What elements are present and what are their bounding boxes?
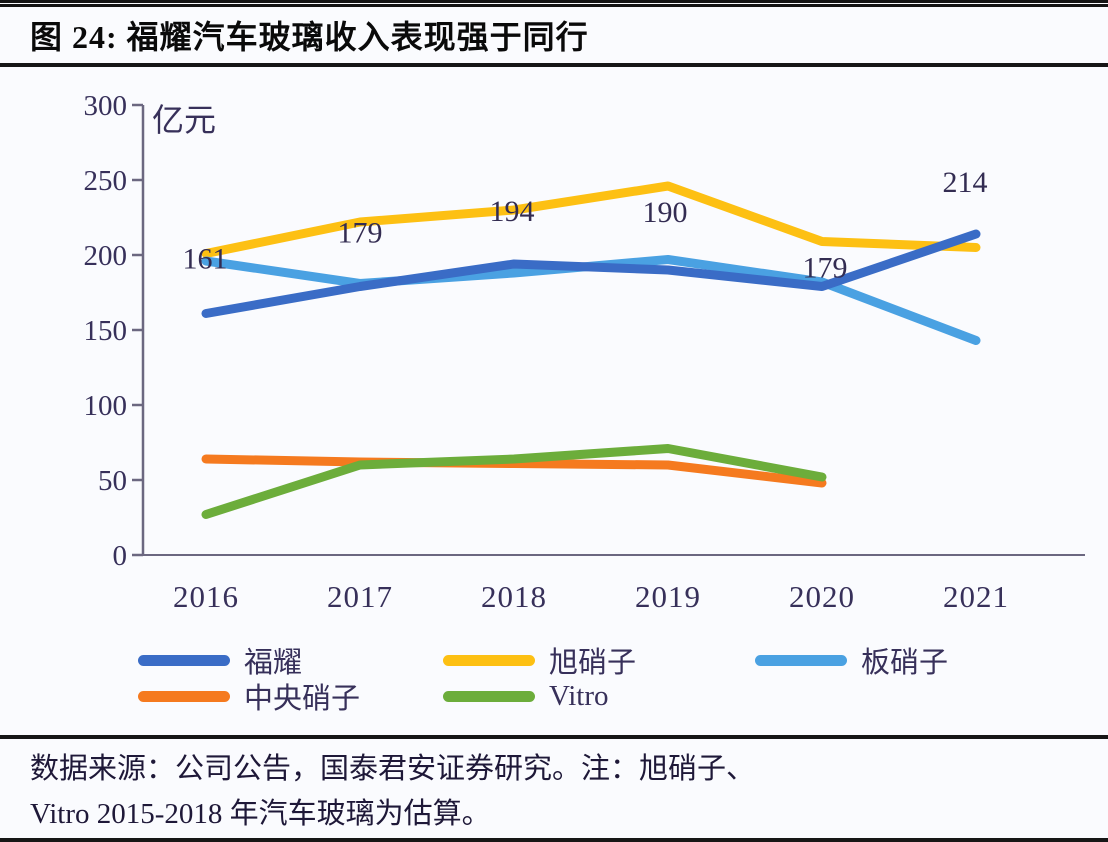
point-label-fuyao: 179: [338, 217, 383, 250]
legend-swatch-nsg: [755, 654, 847, 666]
source-note: 数据来源：公司公告，国泰君安证券研究。注：旭硝子、 Vitro 2015-201…: [0, 739, 1108, 837]
legend-label-nsg: 板硝子: [861, 647, 949, 679]
y-tick-label: 50: [98, 465, 127, 497]
series-line-fuyao: [201, 229, 981, 318]
x-tick-label: 2018: [481, 579, 547, 614]
y-tick-label: 250: [84, 165, 128, 197]
source-note-line2: Vitro 2015-2018 年汽车玻璃为估算。: [30, 798, 491, 830]
y-tick-label: 0: [113, 540, 128, 572]
bottom-rule: [0, 838, 1108, 842]
title-bottom-rule: [0, 63, 1108, 67]
y-unit-label: 亿元: [152, 102, 216, 138]
point-label-fuyao: 194: [490, 195, 535, 228]
series-line-vitro: [201, 444, 827, 519]
legend-swatch-asahi: [443, 654, 535, 666]
y-tick-label: 200: [84, 240, 128, 272]
figure-title: 图 24: 福耀汽车玻璃收入表现强于同行: [30, 19, 589, 55]
legend-label-fuyao: 福耀: [244, 647, 303, 679]
chart-legend: 福耀 旭硝子 板硝子中央硝子 Vitro: [0, 643, 1108, 735]
legend-label-asahi: 旭硝子: [549, 647, 637, 679]
source-note-line1: 数据来源：公司公告，国泰君安证券研究。注：旭硝子、: [30, 753, 756, 785]
legend-swatch-central: [138, 690, 230, 702]
point-label-fuyao: 161: [183, 243, 228, 276]
x-tick-label: 2020: [789, 579, 855, 614]
legend-item-fuyao: 福耀: [138, 644, 302, 679]
x-tick-label: 2017: [327, 579, 393, 614]
x-tick-label: 2019: [635, 579, 701, 614]
legend-label-central: 中央硝子: [244, 683, 361, 715]
point-label-fuyao: 214: [943, 166, 988, 199]
legend-item-vitro: Vitro: [443, 680, 608, 712]
chart-area: 0 50 100 150 200 250 300 2016 2017 2018 2019 2020 20…: [0, 67, 1108, 643]
legend-item-nsg: 板硝子: [755, 644, 948, 679]
y-tick-label: 100: [84, 390, 128, 422]
x-tick-label: 2021: [943, 579, 1009, 614]
point-label-fuyao: 179: [803, 252, 848, 285]
y-tick-label: 300: [84, 90, 128, 122]
point-label-fuyao: 190: [643, 196, 688, 229]
legend-swatch-vitro: [443, 690, 535, 702]
y-tick-label: 150: [84, 315, 128, 347]
x-tick-label: 2016: [173, 579, 239, 614]
revenue-line-chart: 0 50 100 150 200 250 300 2016 2017 2018 2019 2020 20…: [84, 90, 1085, 614]
source-top-rule: [0, 735, 1108, 739]
legend-item-central: 中央硝子: [138, 680, 360, 715]
series-line-asahi: [201, 181, 981, 258]
legend-item-asahi: 旭硝子: [443, 644, 636, 679]
legend-label-vitro: Vitro: [549, 679, 609, 712]
legend-swatch-fuyao: [138, 654, 230, 666]
figure-title-bar: 图 24: 福耀汽车玻璃收入表现强于同行: [0, 7, 1108, 63]
top-double-rule: [0, 0, 1108, 7]
